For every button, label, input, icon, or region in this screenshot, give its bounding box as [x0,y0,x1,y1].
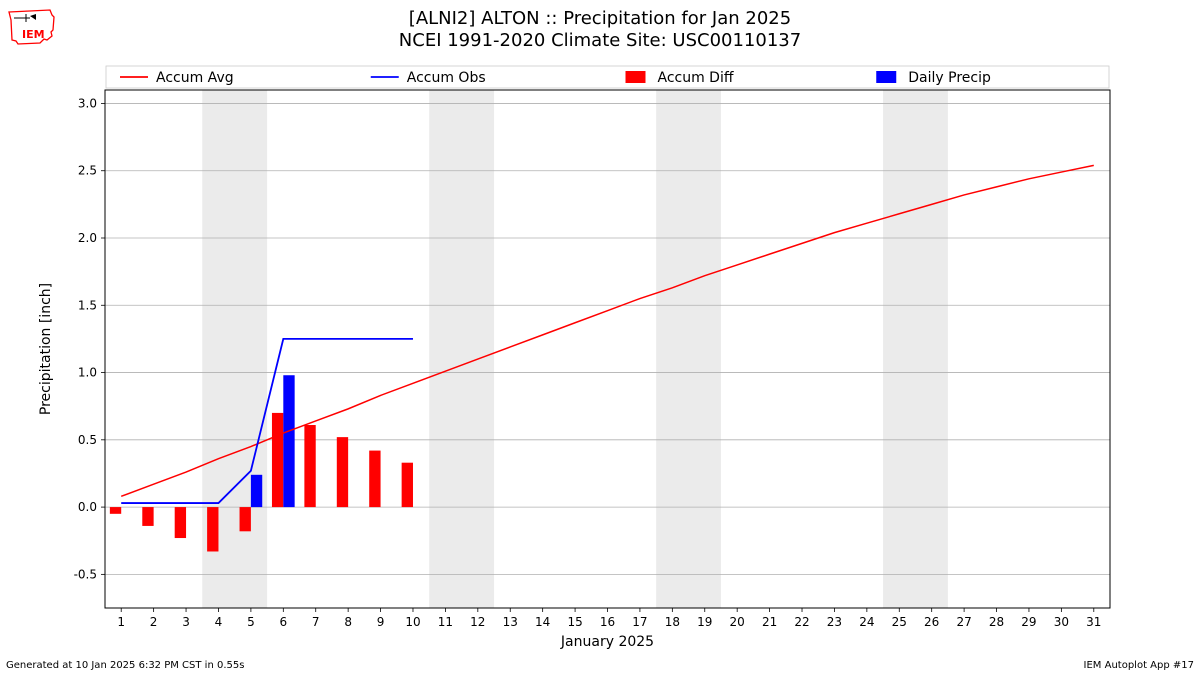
svg-text:January 2025: January 2025 [560,634,654,650]
svg-text:2.5: 2.5 [78,164,97,178]
svg-text:14: 14 [535,615,550,629]
svg-text:1: 1 [117,615,125,629]
svg-text:6: 6 [279,615,287,629]
svg-text:0.0: 0.0 [78,500,97,514]
svg-text:Precipitation [inch]: Precipitation [inch] [38,283,54,415]
svg-text:19: 19 [697,615,712,629]
svg-text:Accum Avg: Accum Avg [156,70,234,86]
svg-text:3.0: 3.0 [78,96,97,110]
svg-text:1.5: 1.5 [78,298,97,312]
svg-text:Daily Precip: Daily Precip [908,70,991,86]
svg-text:26: 26 [924,615,939,629]
svg-text:Accum Obs: Accum Obs [407,70,486,86]
svg-text:24: 24 [859,615,874,629]
svg-text:9: 9 [377,615,385,629]
svg-text:21: 21 [762,615,777,629]
svg-text:Accum Diff: Accum Diff [658,70,734,86]
svg-text:12: 12 [470,615,485,629]
svg-text:4: 4 [215,615,223,629]
svg-text:15: 15 [567,615,582,629]
svg-text:20: 20 [730,615,745,629]
svg-text:5: 5 [247,615,255,629]
svg-text:31: 31 [1086,615,1101,629]
svg-text:27: 27 [956,615,971,629]
svg-text:2: 2 [150,615,158,629]
svg-text:3: 3 [182,615,190,629]
svg-text:25: 25 [892,615,907,629]
svg-text:16: 16 [600,615,615,629]
svg-text:-0.5: -0.5 [74,567,97,581]
footer-left: Generated at 10 Jan 2025 6:32 PM CST in … [6,660,244,671]
svg-text:7: 7 [312,615,320,629]
svg-text:10: 10 [405,615,420,629]
svg-text:2.0: 2.0 [78,231,97,245]
precipitation-chart: -0.50.00.51.01.52.02.53.0123456789101112… [0,0,1200,675]
svg-text:23: 23 [827,615,842,629]
svg-text:30: 30 [1054,615,1069,629]
svg-text:11: 11 [438,615,453,629]
svg-text:0.5: 0.5 [78,433,97,447]
svg-text:17: 17 [632,615,647,629]
svg-text:22: 22 [794,615,809,629]
svg-text:1.0: 1.0 [78,366,97,380]
svg-text:13: 13 [503,615,518,629]
footer-right: IEM Autoplot App #17 [1084,660,1194,671]
svg-text:8: 8 [344,615,352,629]
svg-text:28: 28 [989,615,1004,629]
svg-text:29: 29 [1021,615,1036,629]
svg-text:18: 18 [665,615,680,629]
